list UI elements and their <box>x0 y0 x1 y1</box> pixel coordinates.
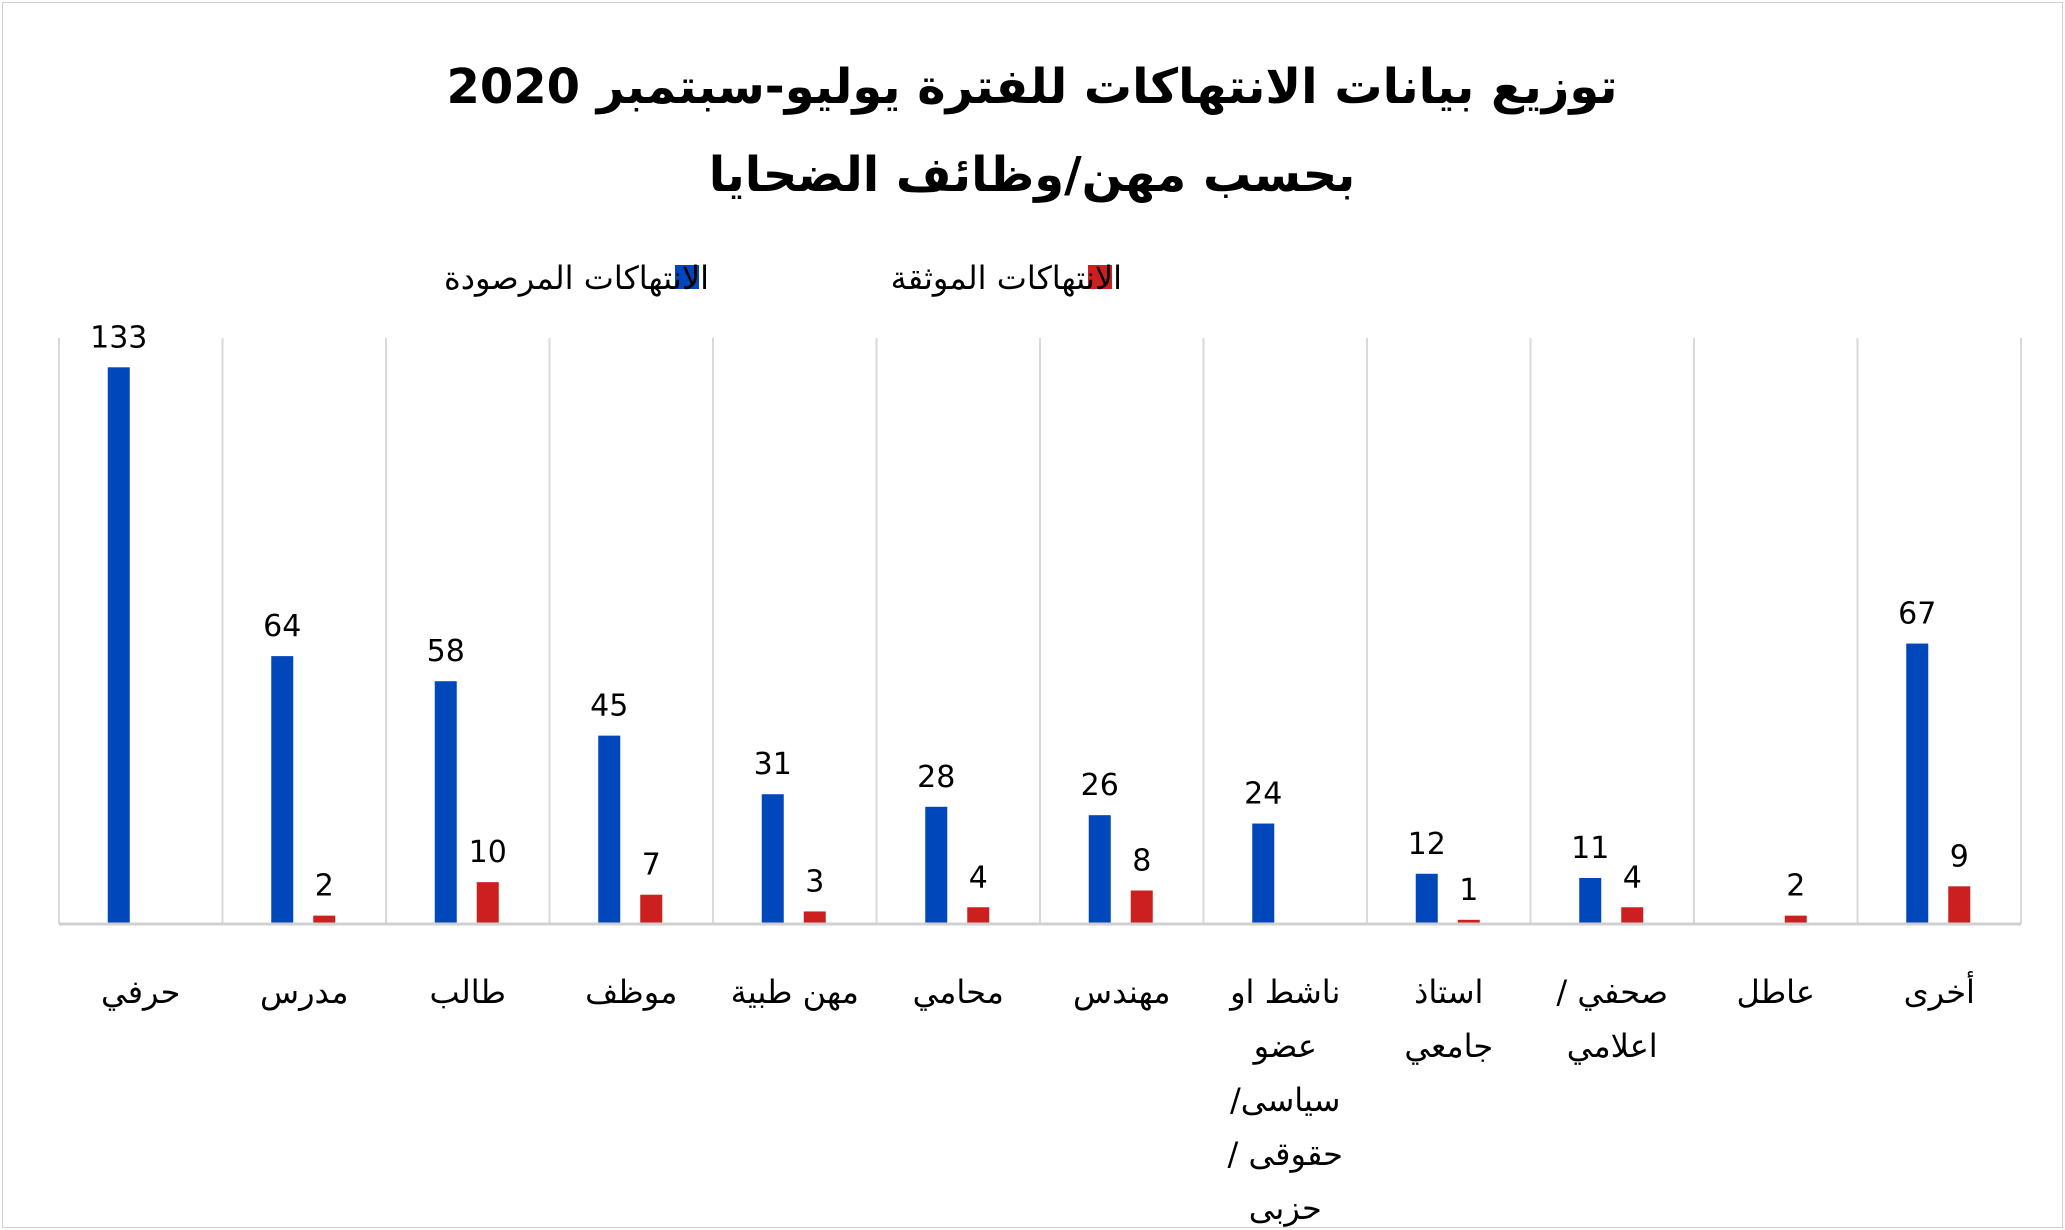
data-label-observed: 58 <box>427 634 465 669</box>
category-label-line: مدرس <box>260 973 348 1011</box>
bar-observed <box>598 735 621 924</box>
bar-documented <box>476 882 499 924</box>
category-label: حرفي <box>101 973 180 1011</box>
category-labels: حرفي مدرس طالب موظف مهن طبية محامي مهندس ناشط ا… <box>101 971 1975 1227</box>
legend-swatch-series-0 <box>675 265 699 289</box>
bar-documented <box>1457 919 1480 924</box>
bar-documented <box>313 915 336 924</box>
bar-observed <box>1088 815 1111 924</box>
category-label: مهندس <box>1073 973 1170 1011</box>
category-label: موظف <box>585 973 677 1011</box>
bar-observed <box>925 806 948 924</box>
bar-observed <box>271 656 294 924</box>
category-label-line: عاطل <box>1736 973 1815 1011</box>
category-label-line: مهندس <box>1073 973 1170 1011</box>
category-label-line: مهن طبية <box>731 973 859 1011</box>
data-label-documented: 9 <box>1950 839 1969 874</box>
data-label-documented: 7 <box>642 848 661 883</box>
bar-observed <box>434 681 457 924</box>
data-label-observed: 45 <box>590 689 628 724</box>
category-label-line: استاذ <box>1414 973 1483 1011</box>
category-label: مهن طبية <box>731 973 859 1011</box>
category-label: مدرس <box>260 973 348 1011</box>
category-label-line: موظف <box>585 973 677 1011</box>
category-label: أخرى <box>1904 971 1975 1011</box>
data-label-documented: 1 <box>1459 873 1478 908</box>
category-label: محامي <box>913 973 1004 1011</box>
bar-documented <box>640 894 663 924</box>
data-label-observed: 28 <box>917 760 955 795</box>
data-label-observed: 26 <box>1081 768 1119 803</box>
bar-documented <box>1130 890 1153 924</box>
legend-label-series-0: الانتهاكات المرصودة <box>444 259 709 297</box>
plot-area <box>107 367 1971 924</box>
grid-lines <box>58 338 2022 924</box>
data-label-observed: 31 <box>754 747 792 782</box>
data-label-observed: 67 <box>1898 597 1936 632</box>
chart-canvas: توزيع بيانات الانتهاكات للفترة يوليو-سبت… <box>58 59 2022 1227</box>
category-label-line: حزبى <box>1249 1189 1322 1227</box>
bar-observed <box>1579 877 1602 924</box>
category-label-line: سياسى/ <box>1230 1081 1340 1119</box>
category-label-line: صحفي / <box>1556 973 1668 1011</box>
category-label-line: حرفي <box>101 973 180 1011</box>
category-label-line: جامعي <box>1404 1027 1493 1065</box>
category-label-line: اعلامي <box>1567 1027 1658 1065</box>
category-label-line: عضو <box>1252 1027 1317 1065</box>
category-label-line: ناشط او <box>1228 973 1340 1011</box>
chart-legend: الانتهاكات المرصودة الانتهاكات الموثقة <box>444 259 1122 297</box>
data-label-documented: 2 <box>315 869 334 904</box>
data-label-observed: 11 <box>1571 831 1609 866</box>
data-label-documented: 4 <box>1623 860 1642 895</box>
bar-observed <box>1252 823 1275 924</box>
category-label-line: محامي <box>913 973 1004 1011</box>
data-label-documented: 10 <box>469 835 507 870</box>
category-label-line: أخرى <box>1904 971 1975 1011</box>
bar-documented <box>1948 886 1971 924</box>
data-label-documented: 8 <box>1132 844 1151 879</box>
chart-subtitle: بحسب مهن/وظائف الضحايا <box>709 147 1356 203</box>
category-label-line: حقوقى / <box>1228 1135 1343 1173</box>
category-label: عاطل <box>1736 973 1815 1011</box>
bar-observed <box>761 794 784 924</box>
category-label: ناشط او عضو سياسى/حقوقى / حزبى <box>1228 973 1343 1227</box>
data-label-documented: 4 <box>969 860 988 895</box>
category-label: استاذ جامعي <box>1404 973 1493 1065</box>
bar-documented <box>803 911 826 924</box>
bar-documented <box>1621 907 1644 924</box>
data-label-observed: 133 <box>90 320 147 355</box>
bar-documented <box>1784 915 1807 924</box>
legend-swatch-series-1 <box>1088 265 1112 289</box>
legend-label-series-1: الانتهاكات الموثقة <box>891 259 1122 297</box>
category-label: طالب <box>430 973 506 1011</box>
data-label-documented: 2 <box>1786 869 1805 904</box>
category-label: صحفي / اعلامي <box>1556 973 1668 1065</box>
category-label-line: طالب <box>430 973 506 1011</box>
bar-observed <box>1906 643 1929 924</box>
bar-observed <box>107 367 130 924</box>
bar-observed <box>1415 873 1438 924</box>
data-label-observed: 12 <box>1408 827 1446 862</box>
chart-title: توزيع بيانات الانتهاكات للفترة يوليو-سبت… <box>446 59 1617 115</box>
data-label-observed: 24 <box>1244 777 1282 812</box>
data-label-documented: 3 <box>805 864 824 899</box>
bar-documented <box>967 907 990 924</box>
data-label-observed: 64 <box>263 609 301 644</box>
